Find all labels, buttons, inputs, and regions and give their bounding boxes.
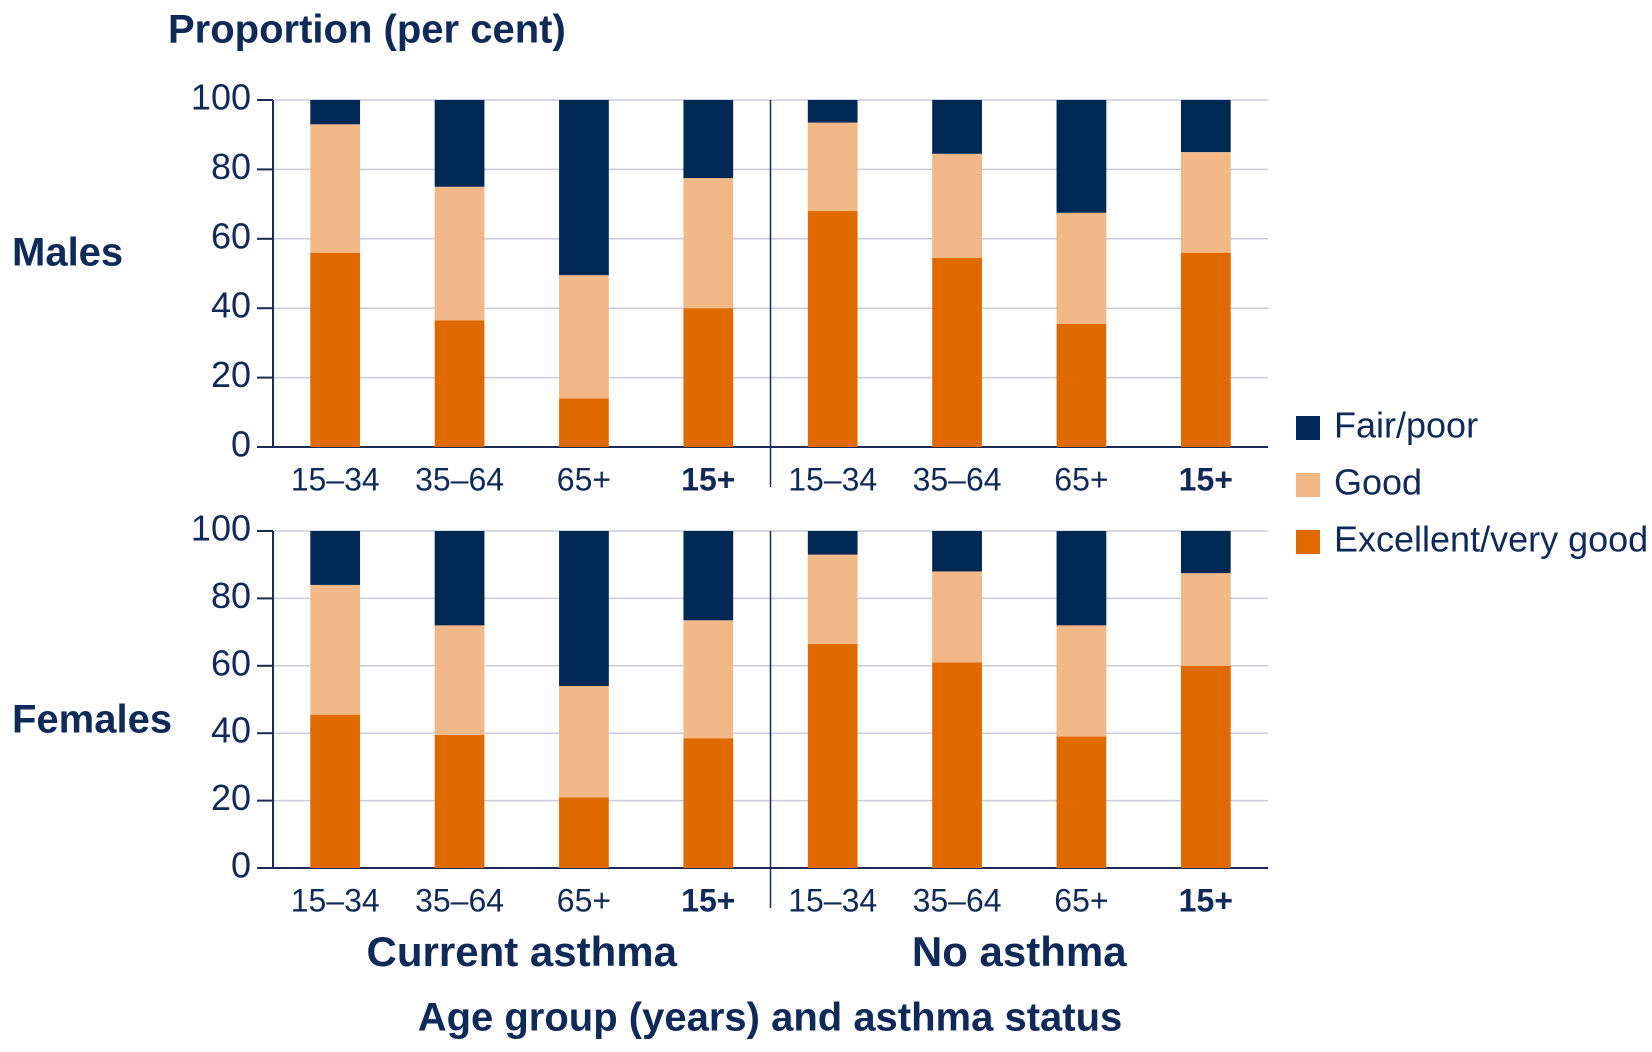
panel-title: Males: [12, 231, 123, 275]
y-tick-label: 100: [191, 508, 251, 549]
bar-segment: [932, 531, 982, 572]
legend-label: Good: [1334, 462, 1422, 503]
bar-segment: [683, 620, 734, 739]
bar-segment: [932, 571, 982, 663]
bar-segment: [310, 252, 361, 447]
y-tick-label: 80: [211, 575, 251, 616]
bar-segment: [807, 211, 858, 447]
x-tick-label: 15+: [681, 461, 735, 497]
bar-segment: [1056, 736, 1107, 868]
x-tick-label: 15+: [1179, 461, 1233, 497]
legend-swatch: [1296, 530, 1320, 554]
y-tick-label: 0: [231, 845, 251, 886]
y-tick-label: 40: [211, 710, 251, 751]
bar-segment: [1180, 665, 1231, 868]
bar-segment: [807, 554, 858, 644]
x-tick-label: 65+: [1054, 882, 1108, 918]
bar-segment: [559, 100, 609, 276]
x-tick-label: 35–64: [415, 461, 504, 497]
bar-segment: [1180, 531, 1231, 574]
bar-segment: [1056, 212, 1107, 324]
bar-segment: [1056, 323, 1107, 447]
bar-segment: [807, 100, 858, 123]
y-tick-label: 100: [191, 77, 251, 118]
bar-segment: [932, 662, 982, 868]
bar-segment: [683, 178, 734, 309]
legend-label: Fair/poor: [1334, 405, 1478, 446]
y-tick-label: 80: [211, 146, 251, 187]
y-axis-title: Proportion (per cent): [168, 8, 566, 52]
bar-segment: [1056, 531, 1107, 626]
bar-segment: [807, 122, 858, 212]
bar-segment: [932, 100, 982, 154]
bar-segment: [1180, 100, 1231, 153]
x-tick-label: 65+: [1054, 461, 1108, 497]
bar-segment: [1180, 152, 1231, 253]
x-tick-label: 15–34: [291, 882, 380, 918]
bar-segment: [310, 531, 361, 585]
bar-segment: [1056, 625, 1107, 737]
y-tick-label: 20: [211, 354, 251, 395]
y-tick-label: 0: [231, 424, 251, 465]
bar-segment: [434, 100, 485, 187]
bar-segment: [807, 643, 858, 868]
bar-segment: [434, 186, 485, 321]
x-tick-label: 15–34: [788, 882, 877, 918]
bar-segment: [310, 124, 361, 253]
bar-segment: [932, 257, 982, 447]
x-tick-label: 15+: [681, 882, 735, 918]
legend-swatch: [1296, 473, 1320, 497]
legend-swatch: [1296, 416, 1320, 440]
group-label: Current asthma: [367, 928, 678, 975]
y-tick-label: 20: [211, 777, 251, 818]
bar-segment: [807, 531, 858, 555]
y-tick-label: 60: [211, 642, 251, 683]
bar-segment: [310, 714, 361, 868]
x-tick-label: 15–34: [788, 461, 877, 497]
bar-segment: [683, 308, 734, 447]
bar-segment: [1056, 100, 1107, 213]
bar-segment: [932, 153, 982, 258]
bar-segment: [683, 738, 734, 868]
y-tick-label: 60: [211, 215, 251, 256]
bar-segment: [559, 686, 609, 798]
x-tick-label: 35–64: [913, 461, 1002, 497]
panel-title: Females: [12, 698, 172, 742]
bar-segment: [559, 797, 609, 868]
bar-segment: [434, 531, 485, 626]
x-axis-title: Age group (years) and asthma status: [418, 996, 1123, 1040]
bar-segment: [559, 531, 609, 687]
bar-segment: [310, 100, 361, 125]
x-tick-label: 15+: [1179, 882, 1233, 918]
x-tick-label: 35–64: [913, 882, 1002, 918]
bar-segment: [559, 398, 609, 447]
bar-segment: [683, 100, 734, 179]
bar-segment: [434, 625, 485, 735]
bar-segment: [559, 275, 609, 399]
legend-label: Excellent/very good: [1334, 519, 1648, 560]
x-tick-label: 65+: [557, 461, 611, 497]
x-tick-label: 35–64: [415, 882, 504, 918]
bar-segment: [683, 531, 734, 621]
bar-segment: [434, 734, 485, 868]
bar-segment: [310, 584, 361, 715]
x-tick-label: 15–34: [291, 461, 380, 497]
y-tick-label: 40: [211, 285, 251, 326]
group-label: No asthma: [912, 928, 1127, 975]
bar-segment: [434, 320, 485, 447]
x-tick-label: 65+: [557, 882, 611, 918]
bar-segment: [1180, 252, 1231, 447]
bar-segment: [1180, 573, 1231, 666]
